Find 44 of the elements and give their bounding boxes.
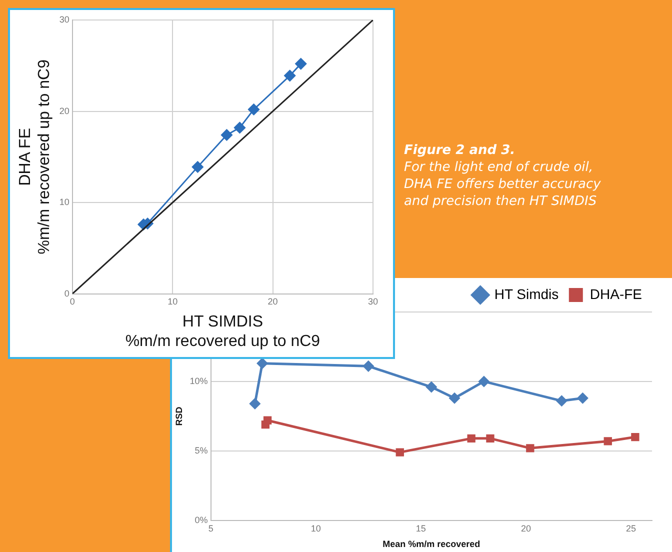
x-tick-label: 20 [520, 523, 531, 534]
y-tick-label: 5% [194, 445, 208, 456]
point [263, 416, 272, 424]
x-tick-label: 15 [416, 523, 426, 534]
y-tick-label: 30 [59, 14, 70, 24]
point [192, 161, 204, 173]
point [604, 437, 612, 446]
point [556, 396, 567, 406]
y-tick-label: 20 [59, 106, 70, 116]
x-tick-label: 30 [368, 296, 378, 307]
legend-label: HT Simdis [494, 286, 559, 302]
x-tick-label: 10 [168, 296, 178, 307]
point [426, 382, 437, 392]
point [631, 432, 640, 442]
point [478, 376, 490, 387]
y-axis-title: RSD [174, 406, 184, 426]
point [396, 448, 404, 456]
x-axis-title: HT SIMDIS %m/m recovered up to nC9 [125, 314, 320, 350]
y-tick-label: 10% [190, 376, 208, 386]
point [234, 122, 246, 134]
point [577, 392, 588, 404]
text: Figure 2 and 3. [404, 142, 516, 159]
x-tick-label: 5 [208, 523, 214, 534]
point [248, 104, 260, 116]
point [295, 58, 307, 70]
point [449, 392, 460, 404]
x-tick-label: 10 [310, 523, 321, 534]
text: For the light end of crude oil, DHA FE offers better accuracy and precision then HT SIMDIS [404, 159, 602, 210]
y-tick-label: 10 [59, 197, 70, 208]
y-tick-label: 0 [64, 288, 70, 298]
legend-label: DHA-FE [590, 286, 642, 302]
x-tick-label: 20 [268, 296, 278, 307]
point [250, 398, 260, 409]
y-axis-title: DHA FE %m/m recovered up to nC9 [17, 59, 54, 254]
point [486, 434, 494, 443]
point [467, 434, 476, 443]
x-axis-title: Mean %m/m recovered [382, 539, 480, 550]
point [284, 70, 296, 82]
point [363, 360, 374, 372]
point [257, 358, 268, 369]
point [526, 444, 534, 452]
y-tick-label: 0% [194, 514, 208, 525]
x-tick-label: 25 [626, 523, 636, 534]
point [220, 129, 232, 141]
